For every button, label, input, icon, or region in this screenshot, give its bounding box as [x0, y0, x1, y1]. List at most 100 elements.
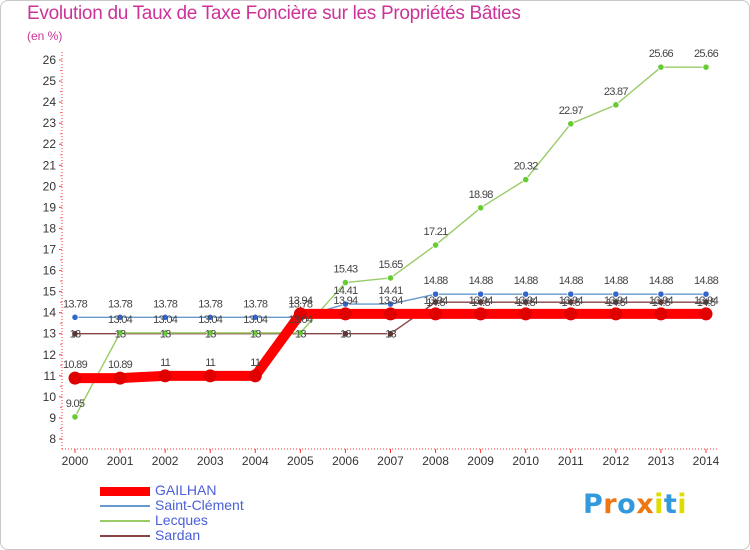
x-tick-label: 2004 [242, 454, 269, 468]
legend-swatch [100, 505, 150, 507]
y-tick-label: 10 [43, 390, 57, 404]
data-point-GAILHAN [68, 371, 82, 385]
data-label-Sardan: 14.5 [652, 297, 671, 309]
data-label-Sardan: 13 [340, 329, 351, 341]
data-label-Saint-Clément: 13.78 [153, 298, 178, 310]
legend-item-Saint-Clément: Saint-Clément [100, 498, 300, 513]
data-point-Sardan [702, 298, 710, 306]
logo-letter: i [677, 489, 688, 520]
data-label-GAILHAN: 11 [205, 357, 216, 369]
legend-label: GAILHAN [155, 482, 217, 498]
y-tick-label: 24 [43, 95, 57, 109]
data-label-Saint-Clément: 13.78 [288, 298, 313, 310]
data-point-Lecques [612, 101, 620, 109]
data-point-Lecques [251, 329, 259, 337]
y-tick-label: 15 [43, 285, 57, 299]
data-point-GAILHAN [113, 371, 127, 385]
data-point-GAILHAN [248, 369, 262, 383]
data-label-Lecques: 22.97 [559, 105, 584, 117]
data-label-Sardan: 14.5 [561, 297, 580, 309]
data-point-GAILHAN [384, 307, 397, 321]
data-point-Saint-Clément [477, 290, 485, 298]
data-point-Saint-Clément [702, 290, 710, 298]
data-point-GAILHAN [474, 307, 488, 321]
data-point-Sardan [71, 330, 79, 338]
y-tick-label: 18 [43, 221, 57, 235]
data-point-Lecques [431, 241, 440, 249]
data-point-GAILHAN [429, 307, 443, 321]
y-tick-label: 16 [43, 264, 57, 278]
data-point-Sardan [612, 298, 620, 306]
data-point-GAILHAN [609, 307, 623, 321]
y-tick-label: 19 [43, 200, 57, 214]
x-tick-label: 2009 [467, 454, 494, 468]
data-label-GAILHAN: 11 [250, 357, 261, 369]
data-point-Lecques [702, 63, 710, 71]
data-label-Saint-Clément: 13.78 [63, 298, 88, 310]
y-tick-label: 11 [44, 369, 57, 383]
data-label-Saint-Clément: 14.88 [424, 275, 449, 287]
data-label-GAILHAN: 13.94 [649, 295, 674, 307]
chart-legend: GAILHAN Saint-Clément Lecques Sardan [100, 483, 300, 543]
y-tick-label: 14 [43, 306, 57, 320]
data-point-Lecques [116, 329, 124, 337]
legend-item-Sardan: Sardan [100, 528, 300, 543]
data-point-GAILHAN [699, 307, 713, 321]
data-point-GAILHAN [293, 307, 307, 321]
logo-letter: i [654, 489, 664, 520]
y-tick-label: 8 [49, 432, 56, 446]
data-point-Sardan [522, 298, 530, 306]
data-point-Lecques [386, 274, 395, 282]
data-label-Lecques: 25.66 [694, 48, 719, 60]
data-point-GAILHAN [203, 369, 217, 383]
data-point-Sardan [567, 298, 575, 306]
data-label-Lecques: 25.66 [649, 48, 674, 60]
data-point-Lecques [522, 175, 530, 184]
data-point-GAILHAN [564, 307, 578, 321]
logo-letter: P [583, 489, 604, 520]
data-label-Lecques: 20.32 [514, 161, 539, 173]
legend-swatch [100, 520, 150, 522]
data-label-GAILHAN: 10.89 [108, 359, 133, 371]
data-point-Saint-Clément [71, 313, 79, 321]
y-tick-label: 13 [43, 327, 57, 341]
data-label-Sardan: 13 [205, 329, 216, 341]
data-label-Sardan: 13 [295, 329, 306, 341]
data-label-Saint-Clément: 14.88 [694, 275, 719, 287]
data-label-Saint-Clément: 13.78 [198, 298, 223, 310]
data-point-Saint-Clément [522, 290, 530, 298]
data-label-GAILHAN: 13.94 [604, 295, 629, 307]
data-point-Lecques [567, 120, 575, 128]
x-tick-label: 2005 [287, 454, 314, 468]
data-label-Sardan: 13 [250, 329, 261, 341]
data-label-Sardan: 13 [115, 329, 126, 341]
y-tick-label: 22 [43, 137, 57, 151]
data-label-Lecques: 13.04 [153, 314, 178, 326]
data-label-Sardan: 14.5 [516, 297, 535, 309]
y-tick-label: 23 [43, 116, 57, 130]
data-point-Saint-Clément [206, 313, 214, 321]
y-tick-label: 21 [43, 158, 57, 172]
x-tick-label: 2003 [197, 454, 224, 468]
data-point-Sardan [477, 298, 485, 306]
y-tick-label: 25 [43, 74, 57, 88]
x-tick-label: 2013 [648, 454, 675, 468]
data-point-Saint-Clément [116, 313, 124, 321]
logo-letter: o [617, 489, 637, 520]
legend-swatch [100, 486, 150, 496]
data-label-Sardan: 13 [385, 329, 396, 341]
logo-letter: t [663, 489, 678, 520]
data-label-Sardan: 14.5 [607, 297, 626, 309]
data-label-Saint-Clément: 14.41 [378, 285, 403, 297]
data-point-Sardan [386, 330, 395, 338]
data-label-GAILHAN: 13.94 [514, 295, 539, 307]
data-label-Sardan: 13 [70, 329, 81, 341]
data-label-Sardan: 14.5 [697, 297, 716, 309]
legend-item-Lecques: Lecques [100, 513, 300, 528]
data-label-Saint-Clément: 13.78 [243, 298, 268, 310]
proxiti-logo: Proxiti [583, 489, 687, 520]
data-label-Sardan: 14.5 [426, 297, 445, 309]
x-tick-label: 2002 [152, 454, 179, 468]
